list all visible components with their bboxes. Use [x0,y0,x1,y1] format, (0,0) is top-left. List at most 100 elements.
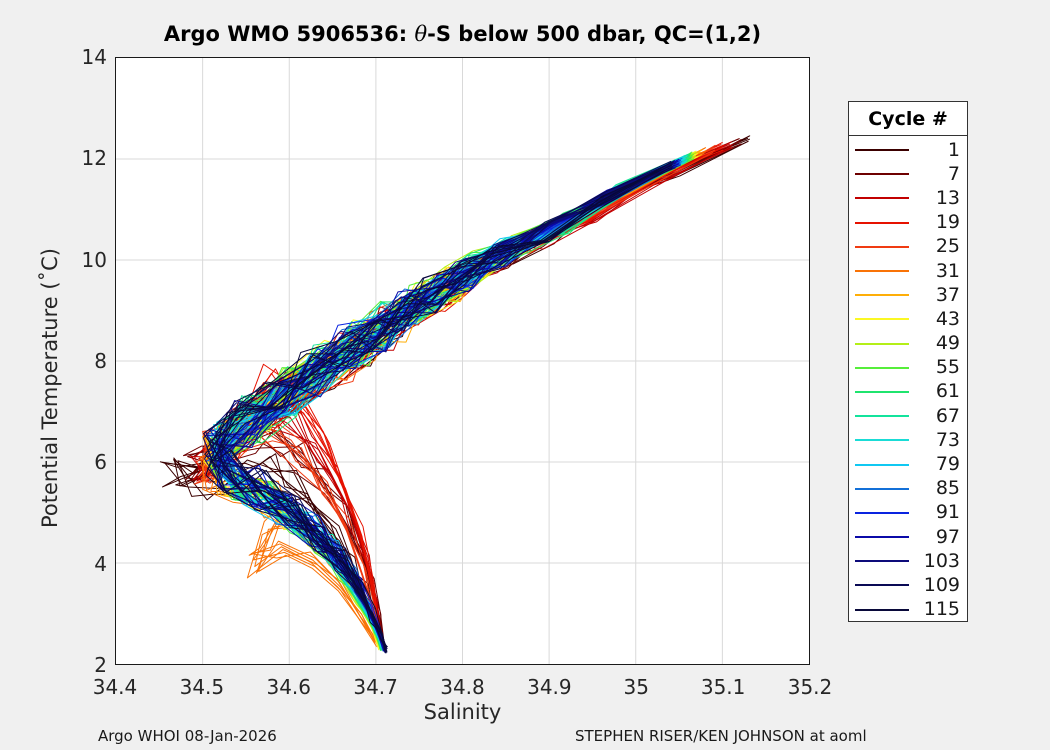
legend-color-line [855,197,909,200]
legend-items: 1 7 13 19 25 31 37 43 49 55 61 67 73 79 85 91 97 103 109 11… [849,136,967,622]
legend-color-line [855,560,909,563]
legend-item[interactable]: 85 [849,477,967,501]
x-tick-label: 35.2 [787,675,833,699]
legend-item-label: 31 [935,259,960,282]
footer-source-text: Argo WHOI 08-Jan-2026 [98,727,277,745]
legend-color-line [855,390,909,393]
chart-title-prefix: Argo WMO 5906536: [163,22,415,46]
legend-color-line [855,439,909,442]
legend-color-line [855,149,909,152]
legend-title: Cycle # [849,102,967,136]
legend-item[interactable]: 31 [849,259,967,283]
x-tick-label: 35.1 [700,675,746,699]
legend-item-label: 37 [935,283,960,306]
legend-item[interactable]: 13 [849,186,967,210]
legend-item[interactable]: 37 [849,283,967,307]
legend-item-label: 55 [935,356,960,379]
legend-color-line [855,487,909,490]
legend-item[interactable]: 79 [849,452,967,476]
legend-item[interactable]: 55 [849,356,967,380]
legend-item-label: 49 [935,332,960,355]
legend-color-line [855,342,909,345]
legend-color-line [855,511,909,514]
x-tick-label: 34.8 [440,675,485,699]
legend-color-line [855,536,909,539]
legend-item-label: 43 [935,307,960,330]
profile-curve [207,165,672,647]
y-tick-label: 14 [81,45,107,69]
legend-item[interactable]: 19 [849,211,967,235]
profile-curve [217,160,672,650]
legend-color-line [855,463,909,466]
legend-item-label: 13 [935,186,960,209]
legend-item-label: 19 [935,211,960,234]
gridlines [116,58,809,664]
ts-diagram-svg [116,58,809,664]
legend-item[interactable]: 103 [849,549,967,573]
chart-title: Argo WMO 5906536: θ-S below 500 dbar, QC… [115,22,810,46]
legend-color-line [855,245,909,248]
legend-item-label: 103 [923,549,960,572]
plot-area[interactable] [115,57,810,665]
legend-item-label: 85 [935,477,960,500]
legend-item[interactable]: 97 [849,525,967,549]
profile-curve [206,162,671,648]
profile-curve [205,167,673,649]
legend-item-label: 97 [935,525,960,548]
legend-item[interactable]: 49 [849,332,967,356]
x-tick-label: 34.9 [527,675,572,699]
legend-item-label: 79 [935,453,960,476]
legend-item-label: 67 [935,404,960,427]
legend-item[interactable]: 1 [849,138,967,162]
legend-item[interactable]: 67 [849,404,967,428]
legend-box[interactable]: Cycle # 1 7 13 19 25 31 37 43 49 55 61 67 73 79 85 91 97… [848,101,968,622]
legend-item-label: 25 [935,235,960,258]
chart-title-suffix: -S below 500 dbar, QC=(1,2) [427,22,762,46]
y-tick-label: 2 [94,653,107,677]
profile-curve [203,163,670,650]
legend-item[interactable]: 25 [849,235,967,259]
legend-item-label: 109 [923,573,960,596]
x-tick-label: 34.4 [92,675,138,699]
y-tick-label: 6 [94,450,107,475]
legend-color-line [855,415,909,418]
legend-color-line [855,270,909,273]
legend-item[interactable]: 91 [849,501,967,525]
x-tick-label: 35 [623,675,649,699]
y-tick-label: 8 [94,349,107,373]
legend-item-label: 73 [935,428,960,451]
footer-credit-text: STEPHEN RISER/KEN JOHNSON at aoml [575,727,867,745]
y-tick-label: 10 [81,247,107,272]
legend-item-label: 115 [923,598,960,621]
x-tick-label: 34.6 [266,675,312,699]
profile-curves [159,135,751,654]
x-tick-label: 34.7 [353,675,398,699]
legend-item-label: 91 [935,501,960,524]
legend-color-line [855,608,909,611]
legend-item[interactable]: 73 [849,428,967,452]
legend-color-line [855,366,909,369]
legend-color-line [855,173,909,176]
y-axis-label: Potential Temperature (˚C) [38,248,62,528]
legend-color-line [855,318,909,321]
x-axis-label: Salinity [423,700,502,724]
legend-item-label: 61 [935,380,960,403]
legend-item[interactable]: 43 [849,307,967,331]
y-tick-label: 4 [94,551,107,576]
legend-item-label: 1 [947,138,960,161]
legend-item[interactable]: 61 [849,380,967,404]
legend-item[interactable]: 109 [849,573,967,597]
legend-color-line [855,584,909,587]
legend-item[interactable]: 115 [849,598,967,622]
y-tick-label: 12 [81,146,107,171]
legend-item-label: 7 [947,162,960,185]
x-tick-label: 34.5 [179,675,225,699]
legend-item[interactable]: 7 [849,162,967,186]
theta-symbol: θ [414,22,428,46]
profile-curve [204,165,672,649]
legend-color-line [855,294,909,297]
legend-color-line [855,221,909,224]
